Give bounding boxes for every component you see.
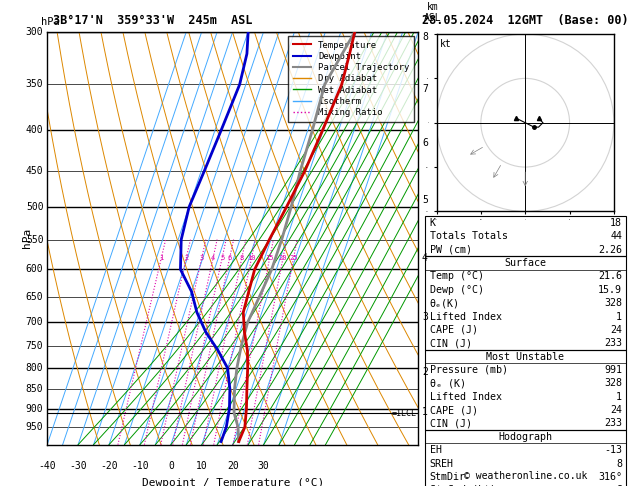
Text: 10: 10 [247, 255, 256, 261]
Text: kt: kt [440, 39, 452, 50]
Text: 20: 20 [279, 255, 287, 261]
Text: 300: 300 [26, 27, 43, 36]
Text: Lifted Index: Lifted Index [430, 392, 501, 402]
Text: StmSpd (kt): StmSpd (kt) [430, 485, 496, 486]
Text: Dewp (°C): Dewp (°C) [430, 285, 484, 295]
Text: SREH: SREH [430, 458, 454, 469]
Text: 25: 25 [289, 255, 298, 261]
Text: 18: 18 [610, 218, 622, 228]
Text: 5: 5 [422, 195, 428, 205]
Text: 1: 1 [422, 407, 428, 417]
Text: 350: 350 [26, 80, 43, 89]
Text: 600: 600 [26, 264, 43, 275]
Text: 28.05.2024  12GMT  (Base: 00): 28.05.2024 12GMT (Base: 00) [422, 14, 628, 27]
Text: 7: 7 [422, 85, 428, 94]
Text: Pressure (mb): Pressure (mb) [430, 365, 508, 375]
Text: 6: 6 [422, 138, 428, 148]
Text: 850: 850 [26, 384, 43, 394]
Text: 700: 700 [26, 317, 43, 327]
Text: 24: 24 [610, 405, 622, 415]
Text: 800: 800 [26, 363, 43, 373]
Text: 750: 750 [26, 341, 43, 351]
Text: 1: 1 [616, 312, 622, 322]
Text: 400: 400 [26, 125, 43, 135]
Text: 1: 1 [616, 392, 622, 402]
Text: CIN (J): CIN (J) [430, 418, 472, 429]
Text: Lifted Index: Lifted Index [430, 312, 501, 322]
Text: θₑ(K): θₑ(K) [430, 298, 460, 308]
Text: 8: 8 [616, 485, 622, 486]
Text: 500: 500 [26, 202, 43, 212]
Text: 1: 1 [159, 255, 164, 261]
Text: 4: 4 [422, 253, 428, 263]
Text: 8: 8 [616, 458, 622, 469]
Text: 328: 328 [604, 298, 622, 308]
Text: PW (cm): PW (cm) [430, 244, 472, 255]
Text: 316°: 316° [598, 472, 622, 482]
Text: 15.9: 15.9 [598, 285, 622, 295]
Text: CAPE (J): CAPE (J) [430, 325, 477, 335]
Text: -20: -20 [100, 461, 118, 471]
Text: 0: 0 [168, 461, 174, 471]
Text: 2: 2 [422, 367, 428, 378]
Text: 550: 550 [26, 235, 43, 244]
Text: 30: 30 [258, 461, 270, 471]
Text: 450: 450 [26, 166, 43, 176]
Text: km
ASL: km ASL [425, 2, 442, 23]
Text: Hodograph: Hodograph [498, 432, 552, 442]
Text: -13: -13 [604, 445, 622, 455]
Text: Surface: Surface [504, 258, 546, 268]
Text: 21.6: 21.6 [598, 271, 622, 281]
Text: 650: 650 [26, 292, 43, 302]
Text: 3: 3 [199, 255, 204, 261]
Text: StmDir: StmDir [430, 472, 465, 482]
Text: Temp (°C): Temp (°C) [430, 271, 484, 281]
Text: 233: 233 [604, 418, 622, 429]
Text: 15: 15 [265, 255, 274, 261]
Text: 3B°17'N  359°33'W  245m  ASL: 3B°17'N 359°33'W 245m ASL [53, 14, 253, 27]
Text: K: K [430, 218, 436, 228]
Text: 3: 3 [422, 312, 428, 322]
Text: Dewpoint / Temperature (°C): Dewpoint / Temperature (°C) [142, 478, 324, 486]
Legend: Temperature, Dewpoint, Parcel Trajectory, Dry Adiabat, Wet Adiabat, Isotherm, Mi: Temperature, Dewpoint, Parcel Trajectory… [288, 36, 414, 122]
Text: 2.26: 2.26 [598, 244, 622, 255]
Text: 8: 8 [240, 255, 244, 261]
Text: =1LCL: =1LCL [392, 409, 417, 417]
Text: 44: 44 [610, 231, 622, 242]
Text: © weatheronline.co.uk: © weatheronline.co.uk [464, 471, 587, 481]
Text: EH: EH [430, 445, 442, 455]
Text: 328: 328 [604, 378, 622, 388]
Text: 2: 2 [184, 255, 189, 261]
Text: 900: 900 [26, 403, 43, 414]
Text: -40: -40 [38, 461, 56, 471]
Text: 20: 20 [227, 461, 238, 471]
Text: CIN (J): CIN (J) [430, 338, 472, 348]
Text: -10: -10 [131, 461, 149, 471]
Text: 950: 950 [26, 422, 43, 432]
Text: -30: -30 [69, 461, 87, 471]
Text: 24: 24 [610, 325, 622, 335]
Text: 8: 8 [422, 32, 428, 42]
Text: 233: 233 [604, 338, 622, 348]
Text: Most Unstable: Most Unstable [486, 351, 564, 362]
Text: 10: 10 [196, 461, 208, 471]
Text: 991: 991 [604, 365, 622, 375]
Text: hPa: hPa [41, 17, 60, 27]
Text: 5: 5 [220, 255, 225, 261]
Text: 6: 6 [228, 255, 232, 261]
Text: hPa: hPa [22, 228, 31, 248]
Text: Totals Totals: Totals Totals [430, 231, 508, 242]
Text: 4: 4 [211, 255, 215, 261]
Text: CAPE (J): CAPE (J) [430, 405, 477, 415]
Text: θₑ (K): θₑ (K) [430, 378, 465, 388]
